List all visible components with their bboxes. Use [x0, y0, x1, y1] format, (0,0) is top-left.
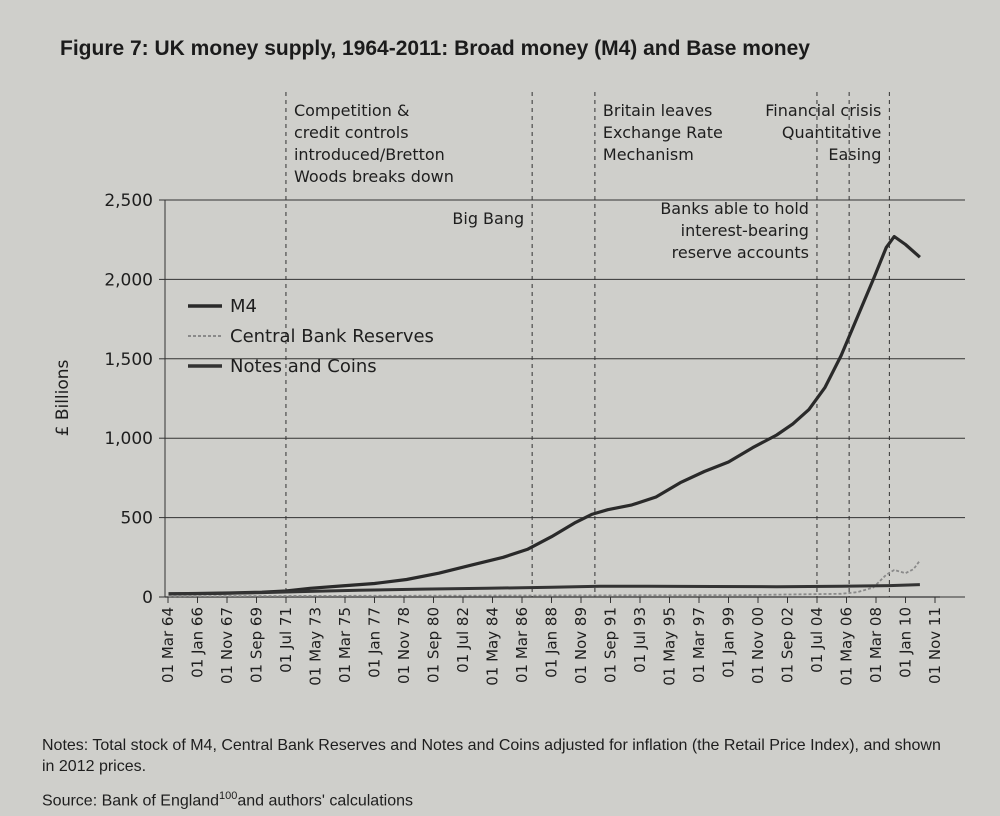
event-annotation: Big Bang	[452, 209, 524, 228]
chart-notes: Notes: Total stock of M4, Central Bank R…	[42, 737, 941, 775]
grid-lines	[165, 199, 965, 598]
x-tick-label: 01 Mar 97	[690, 607, 708, 683]
x-tick-label: 01 May 95	[661, 607, 679, 686]
x-tick-label: 01 Jan 99	[720, 607, 738, 678]
x-tick-label: 01 Nov 00	[749, 607, 767, 684]
event-annotation: credit controls	[294, 123, 409, 142]
x-tick-label: 01 Nov 78	[395, 607, 413, 684]
x-tick-label: 01 Sep 02	[779, 607, 797, 683]
x-tick-label: 01 Jul 82	[454, 607, 472, 673]
x-tick-label: 01 May 06	[838, 607, 856, 686]
x-tick-label: 01 Jul 04	[808, 607, 826, 673]
x-tick-label: 01 Nov 67	[218, 607, 236, 684]
event-annotation: Exchange Rate	[603, 123, 723, 142]
legend-label: Central Bank Reserves	[230, 326, 434, 347]
chart-source: Source: Bank of England100and authors' c…	[42, 790, 413, 810]
event-lines: Competition & credit controls introduced/B…	[285, 92, 890, 597]
x-tick-label: 01 Jan 66	[189, 607, 207, 678]
event-annotation: introduced/Bretton	[294, 145, 445, 164]
event-annotation: Banks able to hold	[660, 199, 809, 218]
event-annotation: Financial crisis	[765, 101, 881, 120]
event-annotation: Woods breaks down	[294, 167, 454, 186]
series-lines	[168, 234, 921, 598]
x-tick-label: 01 Mar 08	[867, 607, 885, 683]
x-tick-label: 01 Jan 10	[897, 607, 915, 678]
y-tick-label: 2,000	[104, 270, 153, 290]
chart-title: Figure 7: UK money supply, 1964-2011: Br…	[60, 37, 810, 60]
x-tick-label: 01 Jul 71	[277, 607, 295, 673]
x-tick-label: 01 May 73	[307, 607, 325, 686]
event-annotation: Britain leaves	[603, 101, 713, 120]
event-annotation: reserve accounts	[672, 243, 809, 262]
source-text: Source: Bank of England	[42, 792, 220, 810]
x-tick-label: 01 Sep 80	[425, 607, 443, 683]
y-tick-label: 2,500	[104, 191, 153, 211]
x-tick-label: 01 Jan 77	[366, 607, 384, 678]
legend-label: Notes and Coins	[230, 356, 377, 377]
y-tick-label: 1,500	[104, 350, 153, 370]
x-tick-label: 01 May 84	[484, 607, 502, 686]
y-tick-label: 500	[121, 509, 153, 529]
y-axis-label: £ Billions	[53, 359, 73, 436]
series-line	[168, 234, 921, 596]
source-reference: 100	[219, 790, 238, 802]
x-tick-label: 01 Nov 89	[572, 607, 590, 684]
x-tick-label: 01 Mar 86	[513, 607, 531, 683]
event-annotation: interest-bearing	[681, 221, 809, 240]
event-annotation: Competition &	[294, 101, 409, 120]
y-axis: 0 500 1,000 1,500 2,000 2,500	[104, 191, 166, 608]
x-tick-label: 01 Mar 64	[159, 607, 177, 683]
x-tick-label: 01 Jan 88	[543, 607, 561, 678]
legend-label: M4	[230, 296, 257, 317]
x-tick-label: 01 Jul 93	[631, 607, 649, 673]
y-tick-label: 1,000	[104, 429, 153, 449]
x-tick-label: 01 Sep 91	[602, 607, 620, 683]
series-line	[168, 583, 920, 596]
x-tick-label: 01 Mar 75	[336, 607, 354, 683]
event-annotation: Quantitative	[782, 123, 882, 142]
event-annotation: Easing	[828, 145, 881, 164]
x-tick-label: 01 Sep 69	[248, 607, 266, 683]
x-tick-label: 01 Nov 11	[926, 607, 944, 684]
chart: Figure 7: UK money supply, 1964-2011: Br…	[53, 37, 965, 686]
x-axis: 01 Mar 64 01 Jan 66 01 Nov 67 01 Sep 69 01 J…	[159, 596, 944, 686]
legend: M4 Central Bank Reserves Notes and Coins	[188, 296, 434, 377]
y-tick-label: 0	[142, 588, 153, 608]
event-annotation: Mechanism	[603, 145, 694, 164]
source-tail: and authors' calculations	[237, 792, 413, 810]
